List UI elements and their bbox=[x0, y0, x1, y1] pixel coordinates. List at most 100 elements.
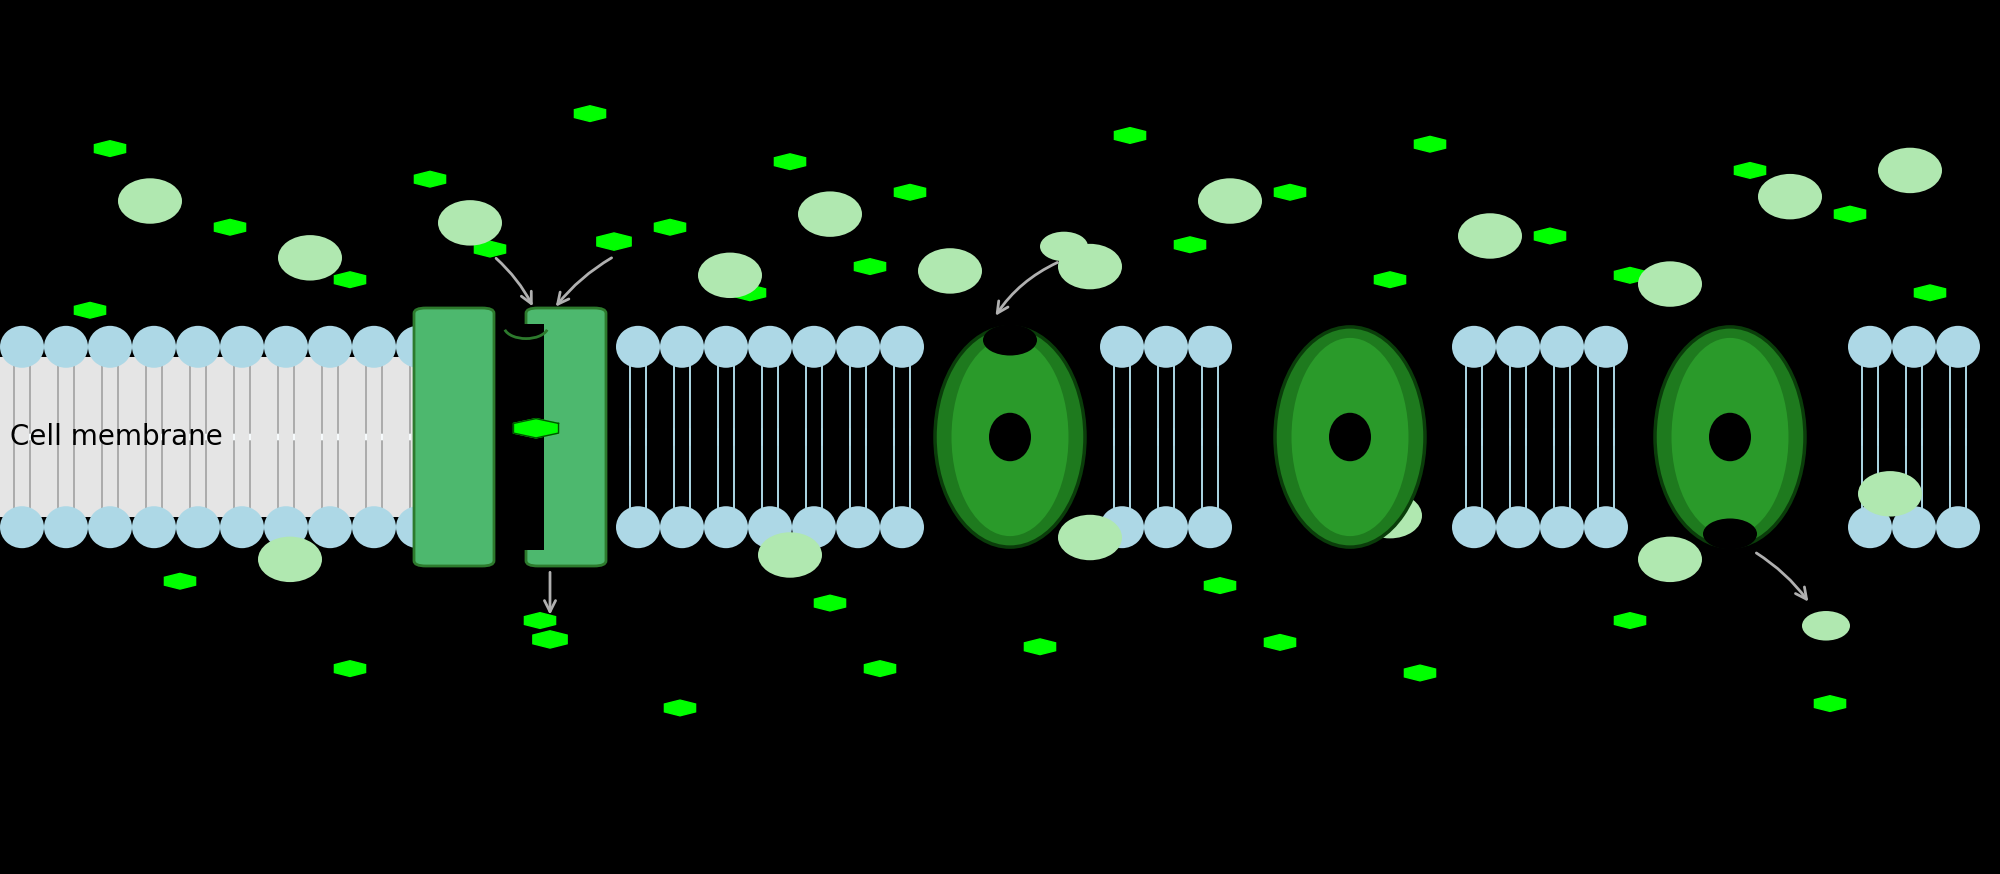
Ellipse shape bbox=[748, 506, 792, 548]
Polygon shape bbox=[414, 171, 446, 187]
Ellipse shape bbox=[264, 326, 308, 368]
Ellipse shape bbox=[798, 191, 862, 237]
Ellipse shape bbox=[1638, 261, 1702, 307]
Polygon shape bbox=[532, 631, 568, 648]
Polygon shape bbox=[734, 285, 766, 301]
Ellipse shape bbox=[1458, 213, 1522, 259]
Ellipse shape bbox=[1540, 506, 1584, 548]
Polygon shape bbox=[1204, 578, 1236, 593]
Ellipse shape bbox=[132, 506, 176, 548]
Ellipse shape bbox=[352, 326, 396, 368]
Ellipse shape bbox=[1638, 537, 1702, 582]
Ellipse shape bbox=[704, 326, 748, 368]
Polygon shape bbox=[1834, 206, 1866, 222]
Ellipse shape bbox=[88, 326, 132, 368]
Ellipse shape bbox=[1188, 326, 1232, 368]
Polygon shape bbox=[1614, 613, 1646, 628]
Ellipse shape bbox=[1198, 178, 1262, 224]
Ellipse shape bbox=[1584, 326, 1628, 368]
Ellipse shape bbox=[988, 413, 1032, 461]
Ellipse shape bbox=[1936, 506, 1980, 548]
Polygon shape bbox=[864, 661, 896, 676]
Ellipse shape bbox=[1858, 471, 1922, 517]
Ellipse shape bbox=[880, 506, 924, 548]
Polygon shape bbox=[1114, 128, 1146, 143]
Ellipse shape bbox=[438, 200, 502, 246]
Polygon shape bbox=[1374, 272, 1406, 288]
FancyBboxPatch shape bbox=[526, 308, 606, 566]
Polygon shape bbox=[1534, 228, 1566, 244]
Ellipse shape bbox=[1848, 506, 1892, 548]
Ellipse shape bbox=[132, 326, 176, 368]
Polygon shape bbox=[1734, 163, 1766, 178]
Polygon shape bbox=[214, 219, 246, 235]
Polygon shape bbox=[94, 141, 126, 156]
Ellipse shape bbox=[1540, 326, 1584, 368]
Ellipse shape bbox=[1452, 326, 1496, 368]
Ellipse shape bbox=[1100, 326, 1144, 368]
Ellipse shape bbox=[396, 506, 440, 548]
Ellipse shape bbox=[1496, 506, 1540, 548]
Ellipse shape bbox=[1144, 506, 1188, 548]
Ellipse shape bbox=[118, 178, 182, 224]
Ellipse shape bbox=[660, 506, 704, 548]
Bar bbox=[0, 332, 2000, 542]
Ellipse shape bbox=[1802, 611, 1850, 641]
Ellipse shape bbox=[278, 235, 342, 281]
Polygon shape bbox=[1914, 285, 1946, 301]
Ellipse shape bbox=[660, 326, 704, 368]
Ellipse shape bbox=[1328, 413, 1372, 461]
Ellipse shape bbox=[792, 326, 836, 368]
Ellipse shape bbox=[1672, 338, 1788, 536]
Polygon shape bbox=[894, 184, 926, 200]
FancyBboxPatch shape bbox=[0, 357, 450, 517]
Text: Cell membrane: Cell membrane bbox=[10, 423, 222, 451]
Ellipse shape bbox=[308, 326, 352, 368]
Ellipse shape bbox=[758, 532, 822, 578]
Ellipse shape bbox=[704, 506, 748, 548]
Ellipse shape bbox=[1584, 506, 1628, 548]
Polygon shape bbox=[1814, 696, 1846, 711]
Ellipse shape bbox=[1878, 148, 1942, 193]
Ellipse shape bbox=[936, 327, 1084, 547]
Ellipse shape bbox=[1100, 506, 1144, 548]
Polygon shape bbox=[664, 700, 696, 716]
Polygon shape bbox=[474, 241, 506, 257]
Ellipse shape bbox=[44, 326, 88, 368]
Ellipse shape bbox=[984, 324, 1036, 356]
Ellipse shape bbox=[698, 253, 762, 298]
Polygon shape bbox=[1274, 184, 1306, 200]
Ellipse shape bbox=[1452, 506, 1496, 548]
Polygon shape bbox=[74, 302, 106, 318]
Ellipse shape bbox=[1358, 493, 1422, 538]
Ellipse shape bbox=[0, 506, 44, 548]
Ellipse shape bbox=[1058, 515, 1122, 560]
Polygon shape bbox=[514, 419, 558, 438]
Ellipse shape bbox=[1656, 327, 1804, 547]
Polygon shape bbox=[164, 573, 196, 589]
Ellipse shape bbox=[396, 326, 440, 368]
Ellipse shape bbox=[0, 326, 44, 368]
Polygon shape bbox=[334, 272, 366, 288]
Ellipse shape bbox=[880, 326, 924, 368]
Polygon shape bbox=[1264, 635, 1296, 650]
Polygon shape bbox=[814, 595, 846, 611]
Ellipse shape bbox=[1758, 174, 1822, 219]
Ellipse shape bbox=[1892, 326, 1936, 368]
Ellipse shape bbox=[1848, 326, 1892, 368]
Polygon shape bbox=[1174, 237, 1206, 253]
Ellipse shape bbox=[1292, 338, 1408, 536]
Ellipse shape bbox=[1936, 326, 1980, 368]
Polygon shape bbox=[1614, 267, 1646, 283]
Polygon shape bbox=[524, 613, 556, 628]
Polygon shape bbox=[1404, 665, 1436, 681]
Ellipse shape bbox=[308, 506, 352, 548]
Ellipse shape bbox=[258, 537, 322, 582]
Ellipse shape bbox=[1708, 413, 1752, 461]
Ellipse shape bbox=[176, 506, 220, 548]
Ellipse shape bbox=[952, 338, 1068, 536]
Polygon shape bbox=[1414, 136, 1446, 152]
Polygon shape bbox=[854, 259, 886, 274]
Ellipse shape bbox=[1058, 244, 1122, 289]
Ellipse shape bbox=[1496, 326, 1540, 368]
